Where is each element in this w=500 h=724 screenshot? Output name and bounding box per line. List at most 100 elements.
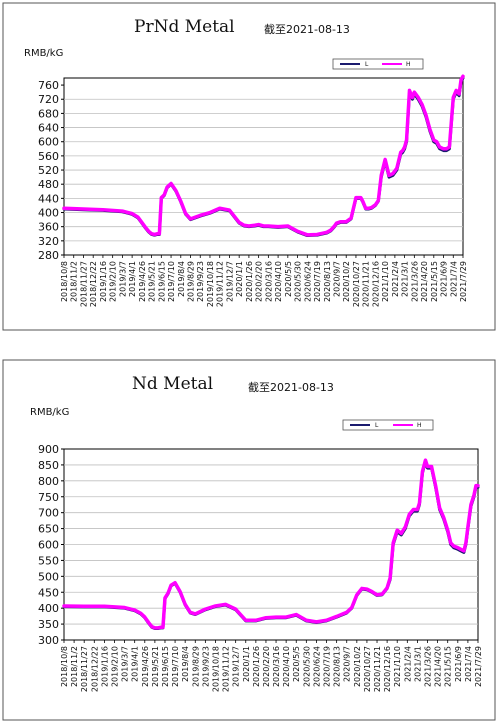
- x-tick-label: 2020/6/24: [303, 261, 312, 302]
- x-tick-label: 2019/2/10: [109, 261, 118, 302]
- x-tick-label: 2019/11/12: [222, 646, 231, 692]
- legend: L H: [332, 58, 424, 70]
- x-tick-label: 2018/11/2: [70, 646, 79, 687]
- y-tick-label: 450: [38, 586, 59, 599]
- legend-label-l: L: [375, 422, 379, 429]
- prnd-metal-chart: PrNd Metal 截至2021-08-13 RMB/kG L H 28032…: [2, 2, 496, 331]
- x-tick-label: 2021/5/15: [444, 646, 453, 687]
- series-line-h: [62, 74, 465, 237]
- y-axis-unit: RMB/kG: [30, 407, 69, 418]
- y-tick-label: 600: [38, 539, 59, 552]
- x-tick-label: 2019/6/15: [157, 261, 166, 302]
- x-tick-label: 2019/12/7: [232, 646, 241, 687]
- x-tick-label: 2020/6/24: [312, 646, 321, 687]
- x-tick-label: 2020/3/16: [272, 646, 281, 687]
- x-tick-label: 2021/6/9: [440, 261, 449, 297]
- x-tick-label: 2020/9/7: [332, 261, 341, 297]
- x-tick-label: 2020/1/1: [242, 646, 251, 682]
- x-tick-label: 2020/5/30: [294, 261, 303, 302]
- x-tick-label: 2019/10/18: [211, 646, 220, 692]
- legend-box: [332, 58, 424, 70]
- x-tick-label: 2018/11/27: [80, 646, 89, 692]
- legend-label-h: H: [406, 61, 411, 68]
- x-tick-label: 2020/12/16: [383, 646, 392, 692]
- y-tick-label: 280: [38, 249, 59, 262]
- x-tick-label: 2020/11/21: [373, 646, 382, 692]
- x-tick-label: 2019/3/7: [121, 646, 130, 682]
- x-tick-label: 2020/10/2: [353, 646, 362, 687]
- chart-subtitle: 截至2021-08-13: [248, 380, 334, 394]
- x-tick-label: 2021/7/29: [474, 646, 483, 687]
- x-tick-label: 2019/8/29: [187, 261, 196, 302]
- y-tick-label: 720: [38, 93, 59, 106]
- x-tick-label: 2019/10/18: [206, 261, 215, 307]
- x-tick-label: 2021/2/4: [391, 261, 400, 297]
- x-tick-label: 2019/5/21: [151, 646, 160, 687]
- plot-background: [63, 77, 464, 256]
- x-tick-label: 2020/1/26: [252, 646, 261, 687]
- legend: L H: [342, 419, 434, 431]
- x-tick-label: 2019/12/7: [225, 261, 234, 302]
- x-tick-label: 2020/1/26: [245, 261, 254, 302]
- y-tick-label: 800: [38, 475, 59, 488]
- y-tick-label: 750: [38, 491, 59, 504]
- y-axis-unit: RMB/kG: [24, 48, 63, 59]
- x-tick-label: 2021/7/4: [464, 646, 473, 682]
- x-tick-label: 2018/11/2: [70, 261, 79, 302]
- y-tick-label: 640: [38, 122, 59, 135]
- x-tick-label: 2020/7/19: [323, 646, 332, 687]
- legend-label-l: L: [365, 61, 369, 68]
- y-tick-label: 400: [38, 207, 59, 220]
- x-tick-label: 2020/3/16: [264, 261, 273, 302]
- x-tick-label: 2020/8/13: [323, 261, 332, 302]
- x-tick-label: 2018/10/8: [60, 261, 69, 302]
- x-tick-label: 2021/1/10: [393, 646, 402, 687]
- chart-subtitle: 截至2021-08-13: [264, 22, 350, 36]
- y-tick-label: 320: [38, 235, 59, 248]
- x-tick-label: 2018/12/22: [90, 646, 99, 692]
- x-tick-label: 2019/4/26: [138, 261, 147, 302]
- y-tick-label: 520: [38, 164, 59, 177]
- y-tick-label: 700: [38, 507, 59, 520]
- x-tick-label: 2021/3/26: [410, 261, 419, 302]
- x-tick-label: 2020/5/5: [284, 261, 293, 297]
- x-tick-label: 2019/4/26: [141, 646, 150, 687]
- x-tick-label: 2020/9/7: [343, 646, 352, 682]
- x-tick-label: 2019/3/7: [118, 261, 127, 297]
- x-tick-label: 2021/5/15: [430, 261, 439, 302]
- y-tick-label: 600: [38, 136, 59, 149]
- x-tick-label: 2020/1/1: [235, 261, 244, 297]
- x-tick-label: 2018/10/8: [60, 646, 69, 687]
- x-tick-label: 2018/11/27: [79, 261, 88, 307]
- y-tick-label: 550: [38, 554, 59, 567]
- x-tick-label: 2020/10/2: [342, 261, 351, 302]
- nd-metal-chart: Nd Metal 截至2021-08-13 RMB/kG L H 300 350 4…: [2, 359, 496, 721]
- x-tick-label: 2020/7/19: [313, 261, 322, 302]
- y-tick-label: 850: [38, 459, 59, 472]
- chart-title: Nd Metal: [132, 374, 213, 394]
- y-tick-label: 500: [38, 570, 59, 583]
- x-tick-label: 2019/7/10: [167, 261, 176, 302]
- x-tick-label: 2021/7/4: [449, 261, 458, 297]
- x-tick-label: 2019/4/1: [131, 646, 140, 682]
- x-tick-label: 2019/4/1: [128, 261, 137, 297]
- x-tick-label: 2020/2/20: [255, 261, 264, 302]
- x-tick-label: 2020/12/16: [371, 261, 380, 307]
- y-tick-label: 760: [38, 79, 59, 92]
- y-tick-label: 480: [38, 178, 59, 191]
- x-tick-label: 2021/7/29: [459, 261, 468, 302]
- x-tick-label: 2021/4/20: [434, 646, 443, 687]
- x-tick-label: 2019/5/21: [148, 261, 157, 302]
- x-tick-label: 2021/1/10: [381, 261, 390, 302]
- x-tick-label: 2020/5/30: [302, 646, 311, 687]
- x-tick-label: 2021/3/26: [424, 646, 433, 687]
- x-tick-label: 2020/5/5: [292, 646, 301, 682]
- x-tick-label: 2019/2/10: [110, 646, 119, 687]
- x-tick-label: 2021/2/4: [403, 646, 412, 682]
- x-tick-label: 2019/8/4: [181, 646, 190, 682]
- x-tick-label: 2019/8/29: [191, 646, 200, 687]
- x-tick-label: 2019/1/16: [100, 646, 109, 687]
- x-tick-label: 2020/2/20: [262, 646, 271, 687]
